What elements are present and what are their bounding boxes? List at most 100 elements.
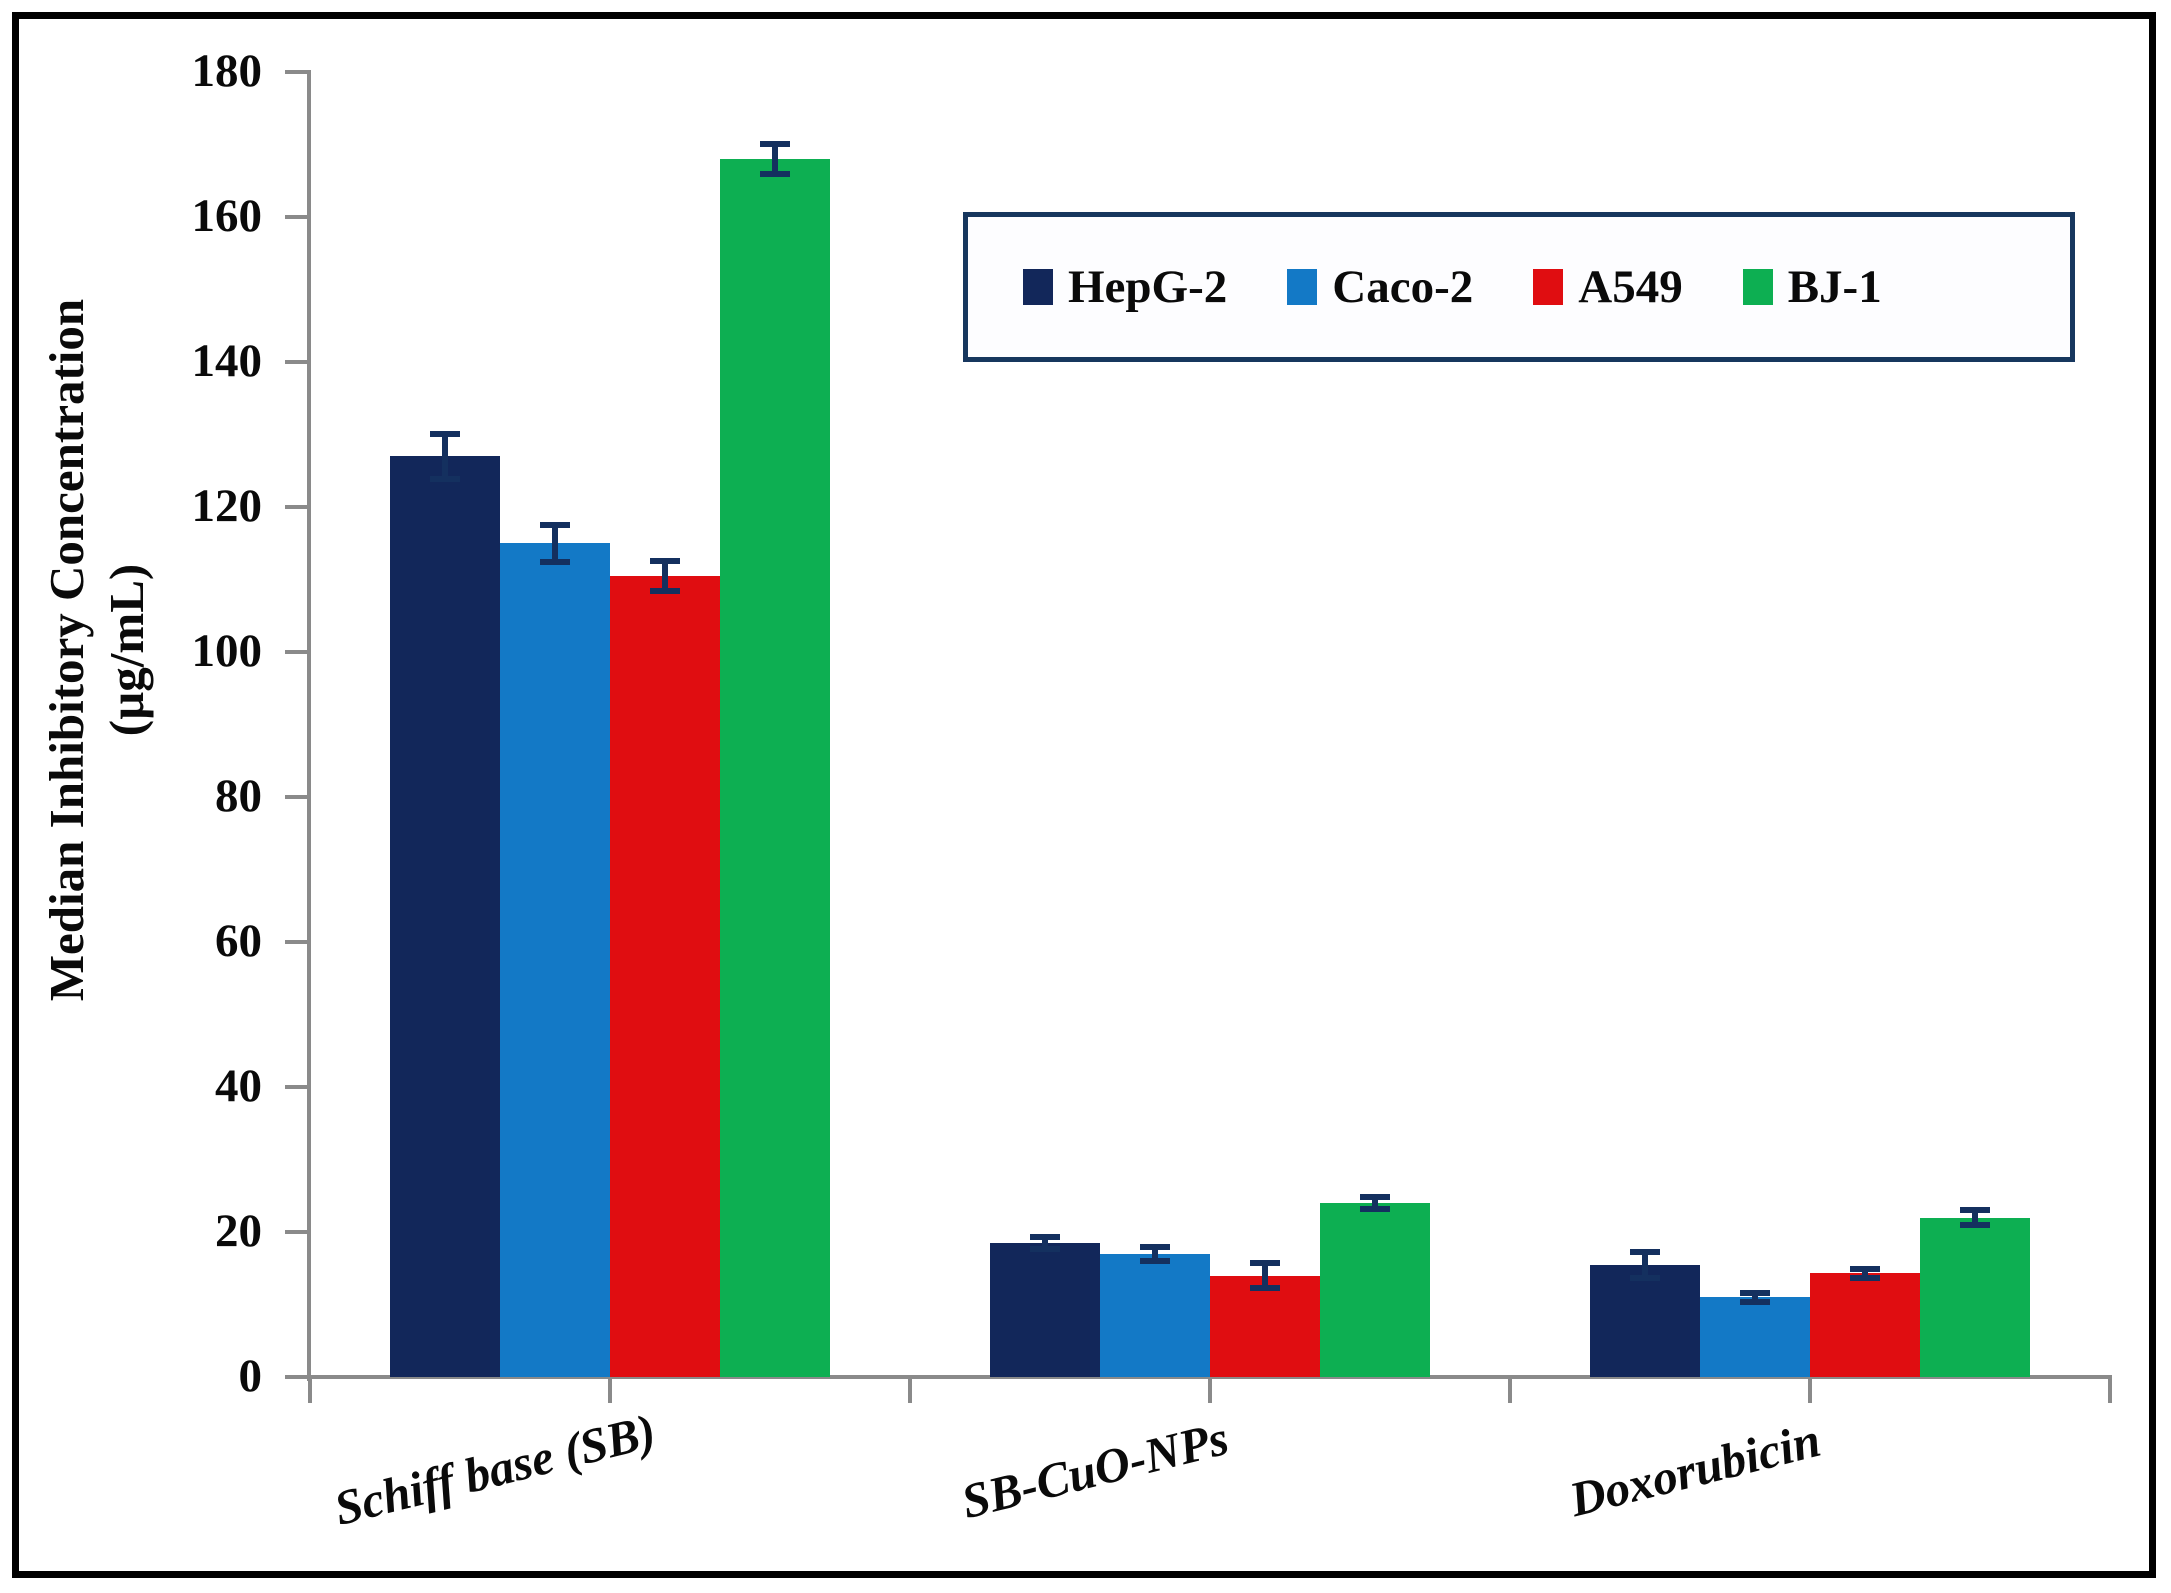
x-axis-line xyxy=(288,1375,2112,1379)
error-bar-cap-bottom xyxy=(1850,1274,1880,1281)
y-tick-0 xyxy=(285,1375,307,1379)
error-bar-stem xyxy=(1862,1266,1868,1281)
error-bar-cap-top xyxy=(1360,1194,1390,1201)
error-bar-stem xyxy=(1752,1290,1758,1305)
y-tick-120 xyxy=(285,505,307,509)
error-bar-bj-1-doxorubicin xyxy=(1960,1206,1990,1229)
error-bar-stem xyxy=(1642,1248,1648,1281)
y-tick-80 xyxy=(285,795,307,799)
y-tick-180 xyxy=(285,70,307,74)
figure-border xyxy=(12,12,2156,1578)
y-tick-40 xyxy=(285,1085,307,1089)
bar-caco-2-schiff-base-sb xyxy=(500,543,610,1377)
error-bar-cap-top xyxy=(540,521,570,528)
y-tick-label-100: 100 xyxy=(191,625,263,677)
error-bar-cap-bottom xyxy=(1740,1298,1770,1305)
error-bar-stem xyxy=(442,430,448,482)
y-tick-100 xyxy=(285,650,307,654)
x-tick-4 xyxy=(1508,1377,1512,1403)
legend-item-bj-1: BJ-1 xyxy=(1742,260,1882,314)
error-bar-cap-top xyxy=(1140,1243,1170,1250)
error-bar-stem xyxy=(772,140,778,178)
y-tick-label-140: 140 xyxy=(191,335,263,387)
y-tick-label-0: 0 xyxy=(238,1350,263,1402)
error-bar-cap-bottom xyxy=(1250,1285,1280,1292)
bar-a549-sb-cuo-nps xyxy=(1210,1275,1320,1377)
bar-caco-2-doxorubicin xyxy=(1700,1297,1810,1377)
y-tick-60 xyxy=(285,940,307,944)
error-bar-cap-bottom xyxy=(1360,1205,1390,1212)
legend-item-a549: A549 xyxy=(1533,260,1683,314)
legend-label-hepg-2: HepG-2 xyxy=(1068,261,1228,313)
error-bar-cap-bottom xyxy=(1630,1274,1660,1281)
y-tick-label-180: 180 xyxy=(191,45,263,97)
error-bar-cap-top xyxy=(1960,1206,1990,1213)
bar-hepg-2-doxorubicin xyxy=(1590,1264,1700,1377)
error-bar-stem xyxy=(552,521,558,565)
y-tick-label-40: 40 xyxy=(215,1060,262,1112)
x-tick-1 xyxy=(608,1377,612,1403)
legend-label-bj-1: BJ-1 xyxy=(1787,261,1882,313)
x-tick-5 xyxy=(1808,1377,1812,1403)
bar-a549-schiff-base-sb xyxy=(610,575,720,1377)
legend-swatch-bj-1-icon xyxy=(1742,269,1773,305)
error-bar-bj-1-sb-cuo-nps xyxy=(1360,1194,1390,1212)
error-bar-caco-2-doxorubicin xyxy=(1740,1290,1770,1305)
error-bar-cap-bottom xyxy=(540,559,570,565)
legend-item-hepg-2: HepG-2 xyxy=(1023,260,1227,314)
bar-bj-1-sb-cuo-nps xyxy=(1320,1203,1430,1377)
error-bar-stem xyxy=(1152,1243,1158,1264)
error-bar-a549-sb-cuo-nps xyxy=(1250,1259,1280,1292)
x-tick-6 xyxy=(2108,1377,2112,1403)
x-tick-2 xyxy=(908,1377,912,1403)
error-bar-a549-doxorubicin xyxy=(1850,1266,1880,1281)
error-bar-cap-bottom xyxy=(1140,1257,1170,1264)
error-bar-bj-1-schiff-base-sb xyxy=(760,140,790,178)
error-bar-cap-top xyxy=(1250,1259,1280,1266)
error-bar-cap-top xyxy=(1850,1266,1880,1273)
bar-bj-1-doxorubicin xyxy=(1920,1217,2030,1377)
error-bar-hepg-2-schiff-base-sb xyxy=(430,430,460,482)
y-tick-160 xyxy=(285,215,307,219)
y-tick-label-120: 120 xyxy=(191,480,263,532)
error-bar-cap-bottom xyxy=(1030,1245,1060,1252)
bar-a549-doxorubicin xyxy=(1810,1273,1920,1377)
legend-box: HepG-2 Caco-2 A549 BJ-1 xyxy=(963,212,2075,362)
error-bar-cap-top xyxy=(760,140,790,147)
error-bar-cap-bottom xyxy=(650,588,680,594)
legend-label-caco-2: Caco-2 xyxy=(1332,261,1474,313)
error-bar-cap-bottom xyxy=(760,171,790,178)
x-tick-0 xyxy=(308,1377,312,1403)
bar-bj-1-schiff-base-sb xyxy=(720,159,830,1377)
legend-label-a549: A549 xyxy=(1578,261,1683,313)
bar-hepg-2-schiff-base-sb xyxy=(390,456,500,1377)
error-bar-caco-2-schiff-base-sb xyxy=(540,521,570,565)
error-bar-stem xyxy=(662,557,668,594)
error-bar-caco-2-sb-cuo-nps xyxy=(1140,1243,1170,1264)
bar-hepg-2-sb-cuo-nps xyxy=(990,1242,1100,1377)
y-axis-line xyxy=(307,70,311,1381)
y-tick-140 xyxy=(285,360,307,364)
y-tick-label-80: 80 xyxy=(215,770,262,822)
y-tick-20 xyxy=(285,1230,307,1234)
error-bar-cap-top xyxy=(650,557,680,564)
error-bar-hepg-2-sb-cuo-nps xyxy=(1030,1234,1060,1252)
error-bar-cap-top xyxy=(1740,1290,1770,1296)
error-bar-hepg-2-doxorubicin xyxy=(1630,1248,1660,1281)
error-bar-stem xyxy=(1262,1259,1268,1292)
error-bar-a549-schiff-base-sb xyxy=(650,557,680,594)
legend-swatch-caco-2-icon xyxy=(1287,269,1318,305)
error-bar-stem xyxy=(1972,1206,1978,1229)
legend-item-caco-2: Caco-2 xyxy=(1287,260,1473,314)
x-tick-3 xyxy=(1208,1377,1212,1403)
error-bar-cap-bottom xyxy=(430,475,460,482)
error-bar-cap-top xyxy=(1630,1248,1660,1255)
error-bar-stem xyxy=(1372,1194,1378,1212)
error-bar-cap-top xyxy=(1030,1234,1060,1241)
error-bar-cap-top xyxy=(430,430,460,437)
legend-swatch-a549-icon xyxy=(1533,269,1564,305)
error-bar-stem xyxy=(1042,1234,1048,1252)
bar-caco-2-sb-cuo-nps xyxy=(1100,1253,1210,1377)
error-bar-cap-bottom xyxy=(1960,1222,1990,1229)
